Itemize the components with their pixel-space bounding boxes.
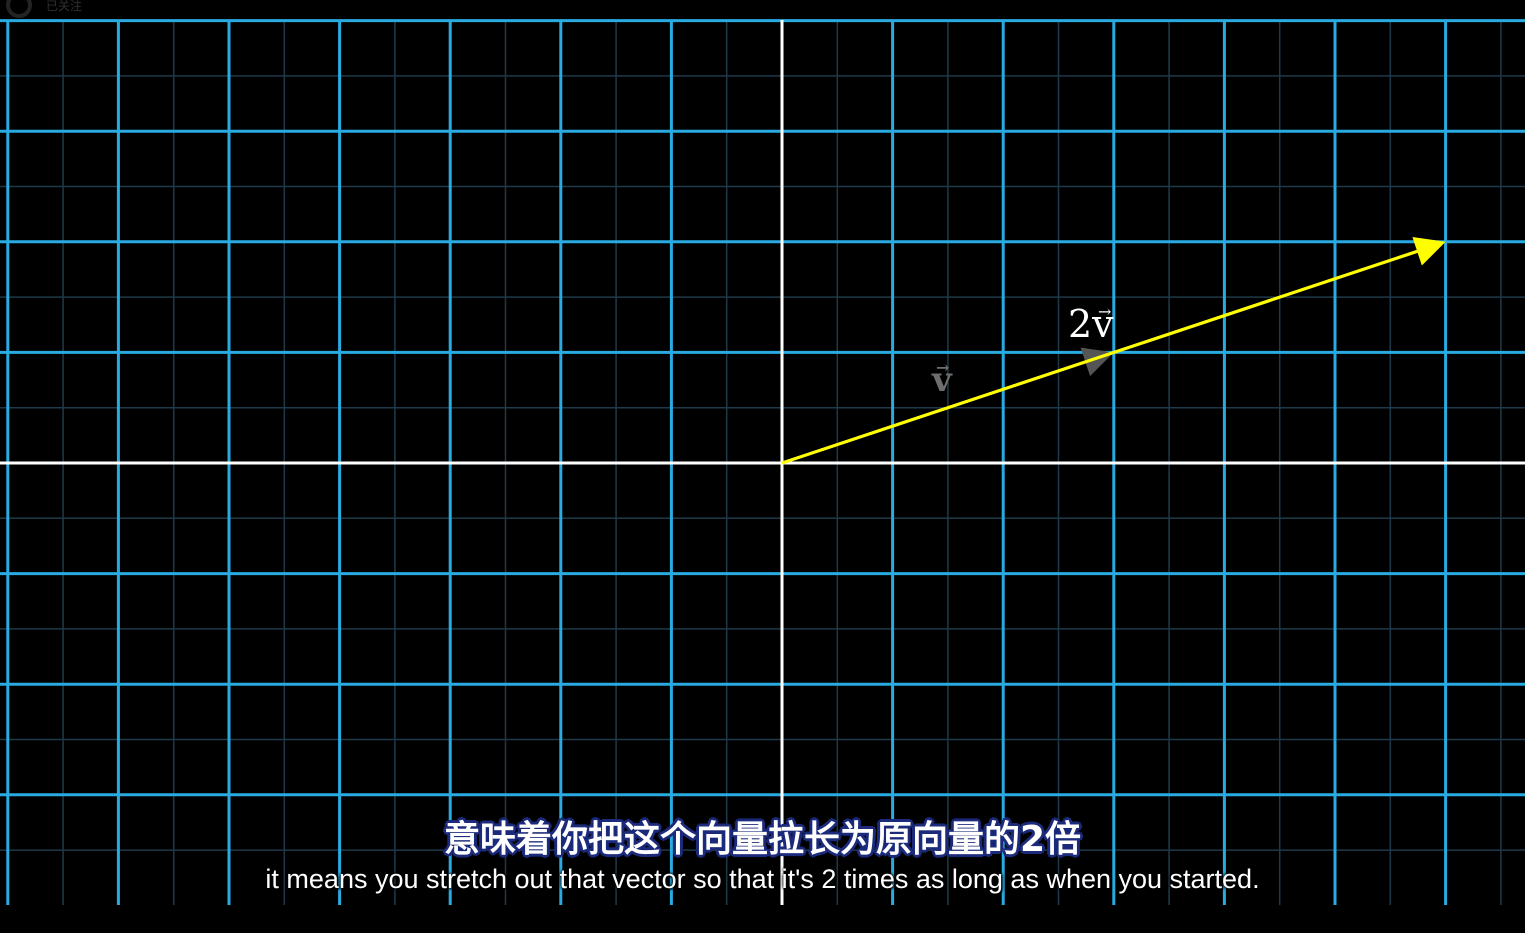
follow-label: 已关注 <box>46 0 83 13</box>
follow-overlay[interactable]: 已关注 <box>6 0 82 18</box>
vector-2v-head <box>1412 237 1446 266</box>
vector-arrow-icon: → <box>936 358 950 377</box>
vectors <box>781 237 1446 465</box>
avatar[interactable] <box>6 0 32 18</box>
vector-2v-label: 2v → <box>1068 302 1114 346</box>
vector-2v-label-text: 2v <box>1068 302 1114 346</box>
vector-v-label-text: v <box>932 360 952 400</box>
vector-2v-shaft-overlay <box>781 249 1419 465</box>
subtitle-english: it means you stretch out that vector so … <box>265 864 1260 894</box>
vector-arrow-icon: → <box>1098 302 1112 321</box>
subtitle-chinese: 意味着你把这个向量拉长为原向量的2倍 <box>443 819 1082 860</box>
vector-v-label: v → <box>932 358 952 401</box>
